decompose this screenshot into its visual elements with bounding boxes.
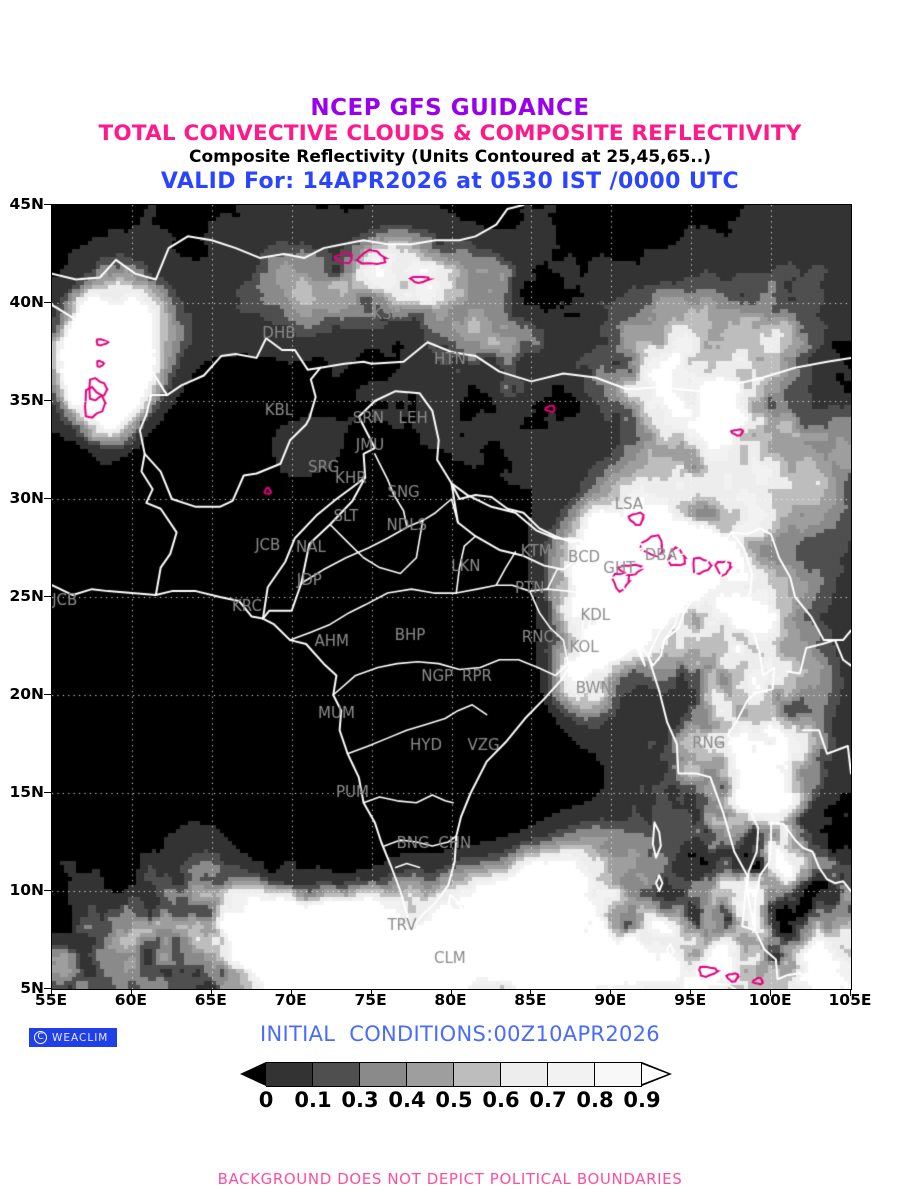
y-axis-label: 40N <box>9 293 44 311</box>
y-axis-tick <box>44 204 51 205</box>
x-axis-label: 60E <box>114 991 147 1009</box>
x-axis-tick <box>370 989 372 996</box>
y-axis-tick <box>44 988 51 989</box>
y-axis-label: 15N <box>9 783 44 801</box>
colorbar-tick-label: 0.9 <box>623 1088 661 1112</box>
x-axis-tick <box>530 989 532 996</box>
y-axis-tick <box>44 890 51 891</box>
x-axis-label: 55E <box>34 991 68 1009</box>
x-axis-tick <box>450 989 452 996</box>
chart-valid-time: VALID For: 14APR2026 at 0530 IST /0000 U… <box>160 169 740 194</box>
colorbar-tick-label: 0.1 <box>294 1088 332 1112</box>
colorbar-right-cap-icon <box>642 1062 672 1087</box>
colorbar-swatch <box>360 1062 407 1087</box>
x-axis-tick <box>210 989 212 996</box>
x-axis-label: 90E <box>594 991 627 1009</box>
colorbar-swatch <box>501 1062 548 1087</box>
x-axis-label: 100E <box>748 991 792 1009</box>
x-axis-label: 85E <box>514 991 547 1009</box>
colorbar-tick-label: 0.3 <box>341 1088 379 1112</box>
chart-title-units: Composite Reflectivity (Units Contoured … <box>189 147 711 167</box>
colorbar-swatch <box>266 1062 313 1087</box>
title-block: NCEP GFS GUIDANCE TOTAL CONVECTIVE CLOUD… <box>0 96 900 195</box>
y-axis-tick <box>44 596 51 597</box>
colorbar-swatch <box>407 1062 454 1087</box>
x-axis-label: 75E <box>354 991 387 1009</box>
colorbar-swatch <box>595 1062 642 1087</box>
colorbar-left-cap-icon <box>240 1062 266 1087</box>
chart-title-subtitle: TOTAL CONVECTIVE CLOUDS & COMPOSITE REFL… <box>98 121 802 146</box>
x-axis-tick <box>610 989 612 996</box>
y-axis-label: 25N <box>9 587 44 605</box>
x-axis-tick <box>690 989 692 996</box>
copyright-icon: C <box>34 1031 47 1044</box>
colorbar-tick-label: 0.5 <box>435 1088 473 1112</box>
x-axis-tick <box>290 989 292 996</box>
y-axis-tick <box>44 400 51 401</box>
x-axis-label: 65E <box>194 991 227 1009</box>
y-axis-label: 10N <box>9 881 44 899</box>
initial-conditions-label: INITIAL CONDITIONS:00Z10APR2026 <box>260 1022 660 1046</box>
x-axis-tick <box>850 989 851 996</box>
colorbar-tick-label: 0.7 <box>529 1088 567 1112</box>
colorbar-tick-label: 0.4 <box>388 1088 426 1112</box>
y-axis-label: 20N <box>9 685 44 703</box>
y-axis-tick <box>44 694 51 695</box>
colorbar-swatches <box>240 1062 672 1087</box>
x-axis-label: 70E <box>274 991 307 1009</box>
y-axis-tick <box>44 302 51 303</box>
map-canvas <box>52 205 851 989</box>
colorbar-tick-label: 0.6 <box>482 1088 520 1112</box>
map-plot-area[interactable] <box>51 204 852 990</box>
chart-title-main: NCEP GFS GUIDANCE <box>310 95 590 121</box>
y-axis-label: 30N <box>9 489 44 507</box>
y-axis-label: 35N <box>9 391 44 409</box>
colorbar-swatch <box>313 1062 360 1087</box>
x-axis-label: 80E <box>434 991 467 1009</box>
y-axis-tick <box>44 498 51 499</box>
weaclim-label: WEACLIM <box>52 1031 109 1044</box>
disclaimer-note: BACKGROUND DOES NOT DEPICT POLITICAL BOU… <box>217 1170 683 1188</box>
weaclim-watermark[interactable]: C WEACLIM <box>29 1028 117 1047</box>
x-axis-label: 105E <box>828 991 872 1009</box>
x-axis-tick <box>130 989 132 996</box>
colorbar: 0 0.1 0.3 0.4 0.5 0.6 0.7 0.8 0.9 <box>240 1062 710 1122</box>
x-axis-label: 95E <box>674 991 707 1009</box>
colorbar-tick-label: 0 <box>258 1088 274 1112</box>
colorbar-swatch <box>454 1062 501 1087</box>
colorbar-swatch <box>548 1062 595 1087</box>
y-axis-tick <box>44 792 51 793</box>
x-axis-tick <box>770 989 772 996</box>
y-axis-label: 5N <box>20 979 44 997</box>
x-axis-tick <box>51 989 52 996</box>
y-axis-label: 45N <box>9 195 44 213</box>
colorbar-tick-label: 0.8 <box>576 1088 614 1112</box>
